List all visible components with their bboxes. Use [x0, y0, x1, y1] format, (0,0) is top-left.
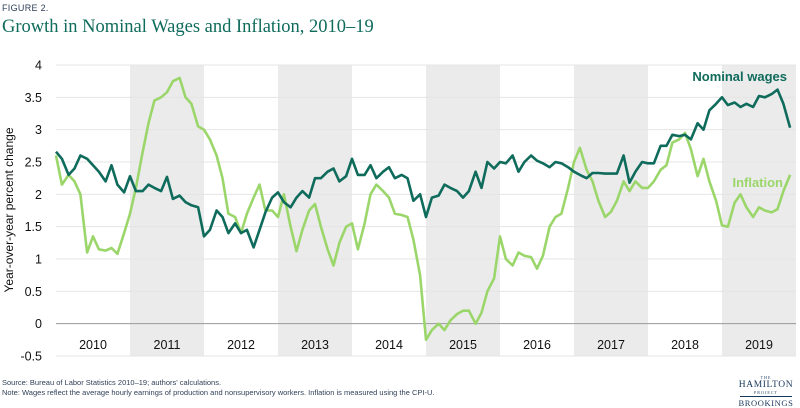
y-tick-label: 2 [35, 188, 42, 202]
x-tick-label: 2013 [301, 338, 329, 352]
x-tick-label: 2018 [671, 338, 699, 352]
x-tick-label: 2011 [154, 338, 181, 352]
series-lines [54, 76, 792, 342]
y-tick-label: 1 [35, 253, 42, 267]
x-tick-label: 2012 [227, 338, 255, 352]
chart-title: Growth in Nominal Wages and Inflation, 2… [2, 17, 374, 37]
y-axis-ticks: 4 3.5 3 2.5 2 1.5 1 0.5 0 -0.5 [20, 59, 42, 364]
source-note: Source: Bureau of Labor Statistics 2010–… [2, 378, 222, 387]
series-line-nominal-wages [55, 88, 792, 249]
shaded-year-band [426, 65, 500, 356]
y-axis-label: Year-over-year percent change [2, 127, 16, 292]
x-tick-label: 2015 [449, 338, 477, 352]
series-line-inflation [54, 76, 792, 342]
shaded-year-bands [130, 65, 796, 356]
x-tick-label: 2019 [745, 338, 773, 352]
x-axis-ticks: 2010 2011 2012 2013 2014 2015 2016 2017 2018 2019 [79, 338, 773, 352]
hamilton-brookings-logo: THE HAMILTON PROJECT BROOKINGS [738, 375, 794, 408]
y-tick-label: 1.5 [25, 220, 42, 234]
footnote: Note: Wages reflect the average hourly e… [2, 388, 435, 397]
x-tick-label: 2017 [597, 338, 625, 352]
series-labels: Nominal wages Inflation [692, 69, 787, 190]
series-label-inflation: Inflation [732, 175, 783, 190]
x-tick-label: 2014 [375, 338, 403, 352]
x-tick-label: 2016 [523, 338, 551, 352]
x-tick-label: 2010 [79, 338, 107, 352]
y-tick-label: 4 [35, 59, 42, 73]
series-label-nominal-wages: Nominal wages [692, 69, 787, 84]
y-tick-label: -0.5 [20, 350, 42, 364]
grid-lines [56, 64, 796, 357]
shaded-year-band [130, 65, 204, 356]
y-tick-label: 2.5 [25, 156, 42, 170]
shaded-year-band [722, 65, 796, 356]
y-tick-label: 3 [35, 123, 42, 137]
y-tick-label: 3.5 [25, 91, 42, 105]
y-tick-label: 0.5 [25, 285, 42, 299]
shaded-year-band [278, 65, 352, 356]
y-tick-label: 0 [35, 317, 42, 331]
figure-label: FIGURE 2. [2, 3, 49, 13]
